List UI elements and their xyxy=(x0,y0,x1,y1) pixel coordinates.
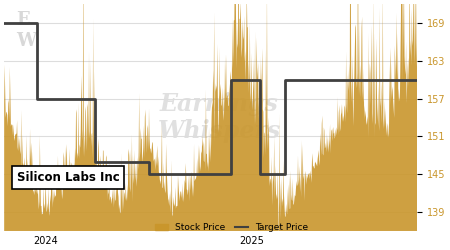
Text: Earnings
Whispers: Earnings Whispers xyxy=(158,92,281,144)
Text: E
W: E W xyxy=(17,11,37,50)
Text: Silicon Labs Inc: Silicon Labs Inc xyxy=(17,171,119,184)
Legend: Stock Price, Target Price: Stock Price, Target Price xyxy=(151,219,312,236)
